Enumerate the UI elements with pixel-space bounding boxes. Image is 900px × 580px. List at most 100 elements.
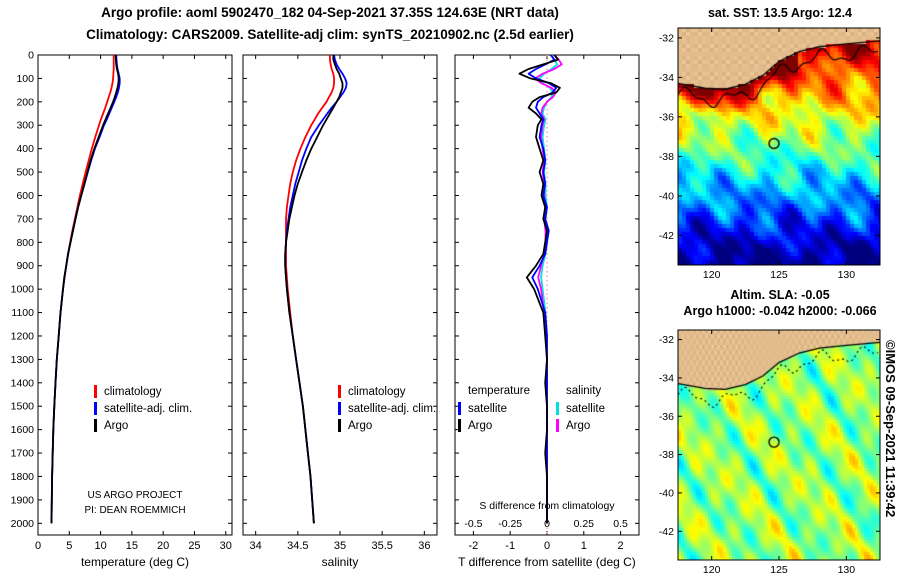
- satellite-adj. clim.-line: [284, 55, 348, 524]
- lon-tick-label: 120: [703, 564, 721, 576]
- salinity-profile: 34 34.5 35 35.5 36 salinity: [242, 54, 438, 569]
- sst-map-canvas: [678, 28, 880, 265]
- secondary-tick-label: -0.5: [464, 518, 482, 530]
- sla-map-axes: -32 -34 -36 -38 -40 -42 120 125 130: [659, 329, 881, 576]
- lat-tick-label: -42: [659, 230, 674, 242]
- x-axis-label: temperature (deg C): [81, 555, 189, 569]
- lon-tick-label: 130: [838, 269, 856, 281]
- legend-item: satellite-adj. clim.: [94, 400, 192, 417]
- depth-tick-label: 1700: [11, 448, 35, 460]
- depth-tick-label: 400: [16, 143, 34, 155]
- project-annotation: US ARGO PROJECT PI: DEAN ROEMMICH: [38, 488, 232, 518]
- legend-temperature-column: temperature satellite Argo: [458, 383, 544, 434]
- legend-item: Argo: [94, 417, 192, 434]
- legend-label: satellite: [566, 402, 605, 415]
- lat-tick-label: -42: [659, 526, 674, 538]
- temperature-profile: 0100200300400500600700800900100011001200…: [11, 50, 233, 569]
- temperature-satellite-line: [527, 55, 558, 524]
- lat-tick-label: -32: [659, 334, 674, 346]
- legend-salinity-column: salinity satellite Argo: [556, 383, 646, 434]
- x-tick-label: -2: [469, 540, 479, 552]
- sla-map-canvas: [678, 330, 880, 560]
- satellite-adj-line-swatch: [94, 402, 97, 415]
- legend-label: Argo: [104, 419, 129, 432]
- depth-tick-label: 100: [16, 73, 34, 85]
- climatology-line: [285, 55, 336, 524]
- satellite-adj-line-swatch: [338, 402, 341, 415]
- legend-column-title: temperature: [468, 385, 531, 397]
- t-satellite-line-swatch: [458, 402, 461, 415]
- lon-tick-label: 125: [770, 269, 788, 281]
- legend-item: Argo: [458, 417, 544, 434]
- lon-tick-label: 130: [838, 564, 856, 576]
- salinity-Argo-line: [534, 55, 563, 524]
- depth-tick-label: 2000: [11, 518, 35, 530]
- lat-tick-label: -38: [659, 449, 674, 461]
- figure-title-line2: Climatology: CARS2009. Satellite-adj cli…: [86, 27, 574, 42]
- legend-column-title: salinity: [566, 385, 602, 397]
- legend-item: climatology: [338, 383, 436, 400]
- lat-tick-label: -32: [659, 32, 674, 44]
- legend-label: climatology: [104, 385, 162, 398]
- x-tick-label: 20: [157, 540, 169, 552]
- depth-tick-label: 1100: [11, 307, 34, 319]
- depth-tick-label: 200: [16, 96, 34, 108]
- x-tick-label: 1: [581, 540, 587, 552]
- legend-item: Argo: [338, 417, 436, 434]
- argo-line-swatch: [338, 419, 341, 432]
- lat-tick-label: -36: [659, 111, 674, 123]
- depth-tick-label: 1000: [11, 284, 35, 296]
- project-annotation-line2: PI: DEAN ROEMMICH: [84, 505, 186, 516]
- x-tick-label: 35.5: [371, 540, 392, 552]
- legend-difference-panel: temperature satellite Argo salinity sate…: [458, 383, 646, 434]
- legend-label: satellite: [468, 402, 507, 415]
- figure-title-line1: Argo profile: aoml 5902470_182 04-Sep-20…: [101, 5, 559, 20]
- legend-label: satellite-adj. clim.: [348, 402, 437, 415]
- depth-tick-label: 900: [16, 260, 34, 272]
- legend-label: climatology: [348, 385, 406, 398]
- legend-salinity-panel: climatology satellite-adj. clim. Argo: [338, 383, 436, 434]
- lon-tick-label: 120: [703, 269, 721, 281]
- x-tick-label: 5: [66, 540, 72, 552]
- s-satellite-line-swatch: [556, 402, 559, 415]
- imos-credit: ©IMOS 09-Sep-2021 11:39:42: [883, 340, 898, 518]
- legend-item: satellite-adj. clim.: [338, 400, 436, 417]
- sla-map-title-line2: Argo h1000: -0.042 h2000: -0.066: [683, 304, 877, 318]
- depth-tick-label: 0: [28, 50, 34, 62]
- x-tick-label: 15: [126, 540, 138, 552]
- depth-tick-label: 500: [16, 167, 34, 179]
- legend-label: satellite-adj. clim.: [104, 402, 193, 415]
- x-tick-label: 36: [418, 540, 430, 552]
- Argo-line: [284, 55, 344, 524]
- climatology-line-swatch: [94, 385, 97, 398]
- sst-map-title: sat. SST: 13.5 Argo: 12.4: [707, 6, 853, 20]
- secondary-tick-label: 0: [544, 518, 550, 530]
- t-argo-line-swatch: [458, 419, 461, 432]
- x-tick-label: 2: [618, 540, 624, 552]
- depth-tick-label: 1200: [11, 330, 35, 342]
- depth-tick-label: 600: [16, 190, 34, 202]
- lat-tick-label: -40: [659, 487, 674, 499]
- legend-label: Argo: [348, 419, 373, 432]
- depth-tick-label: 1600: [11, 424, 35, 436]
- lat-tick-label: -40: [659, 190, 674, 202]
- secondary-tick-label: 0.25: [574, 518, 595, 530]
- sst-map-axes: -32 -34 -36 -38 -40 -42 120 125 130: [659, 27, 881, 281]
- depth-tick-label: 800: [16, 237, 34, 249]
- lat-tick-label: -34: [659, 372, 674, 384]
- legend-item: climatology: [94, 383, 192, 400]
- lon-tick-label: 125: [770, 564, 788, 576]
- x-tick-label: 34: [250, 540, 262, 552]
- legend-label: Argo: [468, 419, 493, 432]
- depth-tick-label: 1300: [11, 354, 35, 366]
- climatology-line-swatch: [338, 385, 341, 398]
- x-axis-label: salinity: [322, 555, 359, 569]
- temperature-Argo-line: [518, 55, 561, 524]
- depth-tick-label: 1800: [11, 471, 35, 483]
- Argo-line: [50, 55, 120, 524]
- project-annotation-line1: US ARGO PROJECT: [87, 490, 183, 501]
- lat-tick-label: -36: [659, 411, 674, 423]
- sla-map-title-line1: Altim. SLA: -0.05: [730, 288, 830, 302]
